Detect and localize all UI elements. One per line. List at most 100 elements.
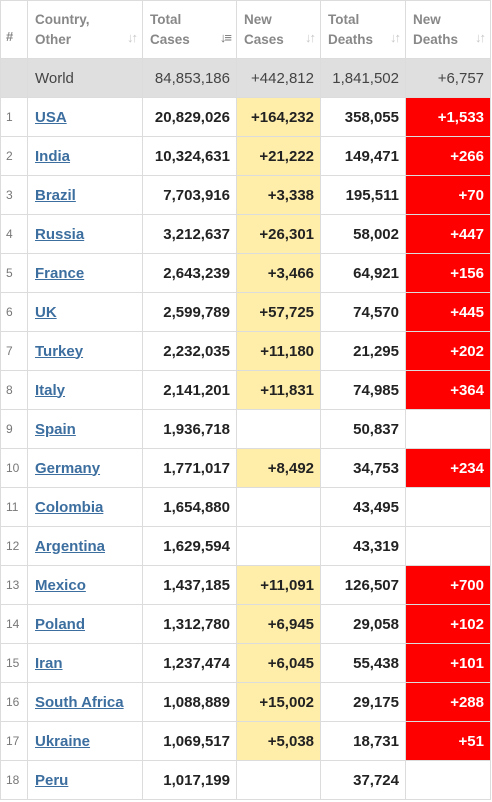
row-rank: 7 bbox=[0, 331, 28, 371]
sort-arrows-icon[interactable]: ↓↑ bbox=[127, 30, 138, 45]
row-total-cases: 1,312,780 bbox=[142, 604, 237, 644]
country-link[interactable]: Spain bbox=[35, 420, 76, 438]
country-link[interactable]: Italy bbox=[35, 381, 66, 399]
header-country-line2: Other bbox=[35, 32, 72, 47]
country-link[interactable]: Mexico bbox=[35, 576, 86, 594]
sort-arrows-icon[interactable]: ↓↑ bbox=[475, 30, 486, 45]
header-total-deaths[interactable]: Total Deaths ↓↑ bbox=[320, 0, 406, 59]
row-total-deaths: 126,507 bbox=[320, 565, 406, 605]
country-link[interactable]: Iran bbox=[35, 654, 63, 672]
row-country: Russia bbox=[27, 214, 143, 254]
row-total-cases: 20,829,026 bbox=[142, 97, 237, 137]
header-total-deaths-line2: Deaths bbox=[328, 32, 374, 47]
table-row: 17 Ukraine 1,069,517 +5,038 18,731 +51 bbox=[0, 721, 491, 761]
country-link[interactable]: India bbox=[35, 147, 71, 165]
row-country: Italy bbox=[27, 370, 143, 410]
country-link[interactable]: Turkey bbox=[35, 342, 84, 360]
header-row: # Country, Other ↓↑ Total Cases ↓≡ New C… bbox=[0, 0, 491, 59]
row-total-cases: 1,069,517 bbox=[142, 721, 237, 761]
row-total-cases: 2,232,035 bbox=[142, 331, 237, 371]
table-row: 11 Colombia 1,654,880 43,495 bbox=[0, 487, 491, 527]
country-link[interactable]: USA bbox=[35, 108, 67, 126]
country-link[interactable]: Brazil bbox=[35, 186, 76, 204]
table-row: 15 Iran 1,237,474 +6,045 55,438 +101 bbox=[0, 643, 491, 683]
row-rank: 2 bbox=[0, 136, 28, 176]
table-row: 16 South Africa 1,088,889 +15,002 29,175 +288 bbox=[0, 682, 491, 722]
table-row: 14 Poland 1,312,780 +6,945 29,058 +102 bbox=[0, 604, 491, 644]
header-country[interactable]: Country, Other ↓↑ bbox=[27, 0, 143, 59]
row-country: Ukraine bbox=[27, 721, 143, 761]
row-total-cases: 1,654,880 bbox=[142, 487, 237, 527]
row-total-cases: 3,212,637 bbox=[142, 214, 237, 254]
row-new-cases: +11,831 bbox=[236, 370, 321, 410]
header-new-deaths-line1: New bbox=[413, 12, 441, 27]
header-new-deaths[interactable]: New Deaths ↓↑ bbox=[405, 0, 491, 59]
header-total-cases-line1: Total bbox=[150, 12, 182, 27]
row-new-deaths: +288 bbox=[405, 682, 491, 722]
row-new-deaths bbox=[405, 760, 491, 800]
country-link[interactable]: Poland bbox=[35, 615, 86, 633]
table-row: 9 Spain 1,936,718 50,837 bbox=[0, 409, 491, 449]
world-total-deaths: 1,841,502 bbox=[320, 58, 406, 98]
world-new-deaths: +6,757 bbox=[405, 58, 491, 98]
country-link[interactable]: Russia bbox=[35, 225, 85, 243]
sort-arrows-icon[interactable]: ↓↑ bbox=[390, 30, 401, 45]
table-row: 12 Argentina 1,629,594 43,319 bbox=[0, 526, 491, 566]
country-link[interactable]: Peru bbox=[35, 771, 69, 789]
row-new-cases: +15,002 bbox=[236, 682, 321, 722]
country-link[interactable]: UK bbox=[35, 303, 57, 321]
row-new-deaths: +202 bbox=[405, 331, 491, 371]
row-new-cases: +21,222 bbox=[236, 136, 321, 176]
row-country: USA bbox=[27, 97, 143, 137]
row-new-cases: +11,091 bbox=[236, 565, 321, 605]
row-new-deaths bbox=[405, 526, 491, 566]
row-total-deaths: 55,438 bbox=[320, 643, 406, 683]
row-rank: 3 bbox=[0, 175, 28, 215]
row-country: Mexico bbox=[27, 565, 143, 605]
world-new-cases: +442,812 bbox=[236, 58, 321, 98]
sort-arrows-icon[interactable]: ↓↑ bbox=[305, 30, 316, 45]
row-rank: 16 bbox=[0, 682, 28, 722]
world-rank bbox=[0, 58, 28, 98]
row-total-cases: 10,324,631 bbox=[142, 136, 237, 176]
country-link[interactable]: France bbox=[35, 264, 85, 282]
row-new-cases: +8,492 bbox=[236, 448, 321, 488]
country-link[interactable]: Germany bbox=[35, 459, 101, 477]
header-country-line1: Country, bbox=[35, 12, 90, 27]
country-link[interactable]: South Africa bbox=[35, 693, 124, 711]
row-new-deaths bbox=[405, 409, 491, 449]
row-rank: 1 bbox=[0, 97, 28, 137]
table-row: 8 Italy 2,141,201 +11,831 74,985 +364 bbox=[0, 370, 491, 410]
header-total-cases-line2: Cases bbox=[150, 32, 190, 47]
row-rank: 11 bbox=[0, 487, 28, 527]
header-total-cases[interactable]: Total Cases ↓≡ bbox=[142, 0, 237, 59]
row-new-cases bbox=[236, 526, 321, 566]
table-row: 10 Germany 1,771,017 +8,492 34,753 +234 bbox=[0, 448, 491, 488]
row-new-deaths: +700 bbox=[405, 565, 491, 605]
table-row: 1 USA 20,829,026 +164,232 358,055 +1,533 bbox=[0, 97, 491, 137]
row-country: Turkey bbox=[27, 331, 143, 371]
row-rank: 15 bbox=[0, 643, 28, 683]
row-country: Iran bbox=[27, 643, 143, 683]
header-new-cases-line2: Cases bbox=[244, 32, 284, 47]
country-link[interactable]: Colombia bbox=[35, 498, 104, 516]
row-total-cases: 2,141,201 bbox=[142, 370, 237, 410]
header-new-deaths-line2: Deaths bbox=[413, 32, 459, 47]
country-link[interactable]: Ukraine bbox=[35, 732, 91, 750]
table-row: 7 Turkey 2,232,035 +11,180 21,295 +202 bbox=[0, 331, 491, 371]
header-rank[interactable]: # bbox=[0, 0, 28, 59]
row-new-cases: +5,038 bbox=[236, 721, 321, 761]
row-new-cases: +57,725 bbox=[236, 292, 321, 332]
country-link[interactable]: Argentina bbox=[35, 537, 106, 555]
row-country: Brazil bbox=[27, 175, 143, 215]
row-total-deaths: 43,495 bbox=[320, 487, 406, 527]
sort-descending-icon[interactable]: ↓≡ bbox=[219, 30, 232, 45]
row-new-deaths: +266 bbox=[405, 136, 491, 176]
header-new-cases[interactable]: New Cases ↓↑ bbox=[236, 0, 321, 59]
row-new-deaths: +70 bbox=[405, 175, 491, 215]
row-rank: 18 bbox=[0, 760, 28, 800]
row-total-cases: 1,437,185 bbox=[142, 565, 237, 605]
table-header: # Country, Other ↓↑ Total Cases ↓≡ New C… bbox=[0, 0, 491, 59]
row-new-deaths: +445 bbox=[405, 292, 491, 332]
